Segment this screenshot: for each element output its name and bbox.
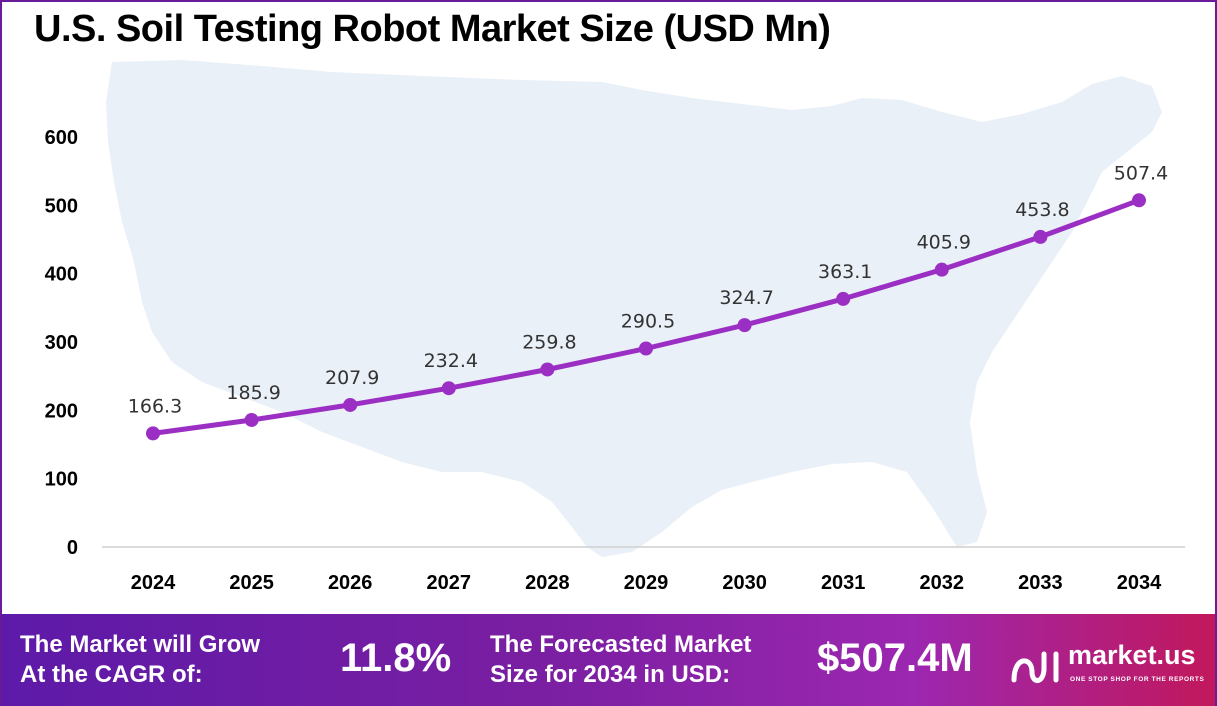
data-point (737, 318, 752, 333)
data-points (146, 193, 1146, 441)
cagr-label-line1: The Market will Grow (20, 631, 261, 658)
data-point (639, 341, 653, 356)
data-labels: 166.3 185.9 207.9 232.4 259.8 290.5 324.7 363.1… (128, 162, 1168, 417)
data-label: 363.1 (818, 261, 872, 283)
data-point (836, 291, 851, 306)
x-tick-label: 2024 (131, 572, 176, 594)
forecast-label: The Forecasted Market Size for 2034 in U… (490, 630, 751, 690)
market-us-logo[interactable]: market.us ONE STOP SHOP FOR THE REPORTS (1010, 636, 1215, 692)
data-point (540, 362, 555, 377)
cagr-label-line2: At the CAGR of: (20, 661, 203, 688)
x-tick-label: 2030 (722, 572, 767, 594)
y-tick-label: 100 (45, 469, 78, 491)
data-label: 185.9 (226, 382, 280, 404)
x-tick-label: 2025 (229, 572, 274, 594)
x-tick-label: 2033 (1018, 572, 1063, 594)
data-label: 166.3 (128, 395, 182, 417)
market-us-logo-icon (1011, 651, 1059, 683)
forecast-value: $507.4M (817, 636, 973, 680)
cagr-label: The Market will Grow At the CAGR of: (20, 630, 260, 690)
data-label: 290.5 (621, 311, 675, 333)
y-tick-label: 300 (45, 332, 78, 354)
data-label: 207.9 (325, 367, 379, 389)
data-point (146, 426, 160, 441)
y-tick-label: 400 (45, 264, 78, 286)
y-axis-ticks: 0 100 200 300 400 500 600 (45, 127, 78, 559)
data-label: 324.7 (719, 287, 773, 309)
data-point (1033, 229, 1048, 244)
x-tick-label: 2032 (920, 572, 965, 594)
summary-banner: The Market will Grow At the CAGR of: 11.… (2, 614, 1215, 706)
y-tick-label: 500 (45, 195, 78, 217)
y-tick-label: 600 (45, 127, 78, 149)
data-point (244, 412, 259, 427)
x-tick-label: 2029 (624, 572, 669, 594)
data-point (1132, 193, 1146, 208)
line-chart: 0 100 200 300 400 500 600 2024 2025 2026 2027 2028… (45, 60, 1185, 594)
logo-tagline: ONE STOP SHOP FOR THE REPORTS (1070, 676, 1205, 683)
y-tick-label: 200 (45, 400, 78, 422)
data-label: 453.8 (1015, 199, 1069, 221)
x-tick-label: 2031 (821, 572, 866, 594)
data-label: 232.4 (424, 350, 478, 372)
cagr-value: 11.8% (340, 636, 452, 680)
forecast-label-line2: Size for 2034 in USD: (490, 661, 731, 688)
data-label: 259.8 (522, 331, 576, 353)
x-tick-label: 2027 (427, 572, 472, 594)
forecast-label-line1: The Forecasted Market (490, 631, 752, 658)
x-tick-label: 2034 (1117, 572, 1162, 594)
data-point (934, 262, 949, 277)
data-point (343, 397, 358, 412)
us-map-silhouette (106, 60, 1162, 557)
logo-name: market.us (1068, 640, 1196, 670)
x-axis-ticks: 2024 2025 2026 2027 2028 2029 2030 2031 2032 2033… (131, 572, 1162, 594)
data-label: 405.9 (917, 232, 971, 254)
x-tick-label: 2028 (525, 572, 570, 594)
chart-title: U.S. Soil Testing Robot Market Size (USD… (34, 8, 831, 50)
data-label: 507.4 (1114, 162, 1168, 184)
y-tick-label: 0 (67, 537, 78, 559)
x-tick-label: 2026 (328, 572, 373, 594)
data-point (441, 381, 456, 396)
